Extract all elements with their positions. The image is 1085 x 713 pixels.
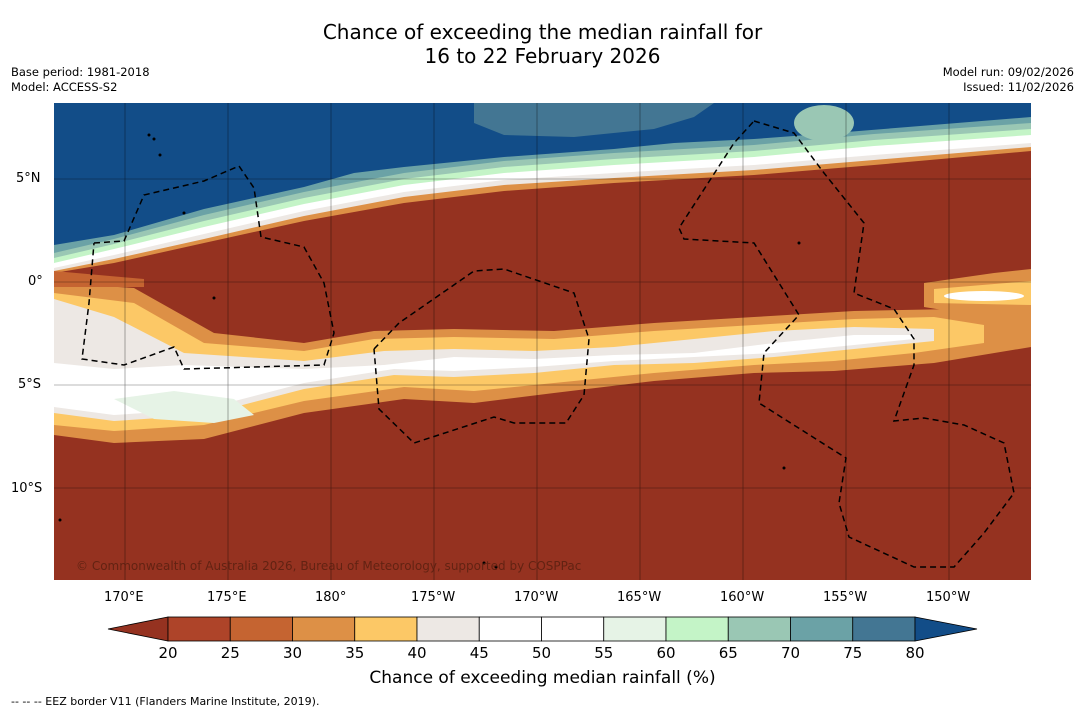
colorbar-tick-label: 50 xyxy=(532,644,551,662)
colorbar-segment xyxy=(292,616,356,642)
colorbar-segment xyxy=(478,616,542,642)
colorbar-tick-label: 25 xyxy=(221,644,240,662)
chart-title: Chance of exceeding the median rainfall … xyxy=(0,20,1085,68)
model-run: Model run: 09/02/2026 xyxy=(942,65,1074,79)
colorbar-segment xyxy=(852,616,916,642)
meta-right: Model run: 09/02/2026 Issued: 11/02/2026 xyxy=(943,65,1074,95)
colorbar-tick-label: 75 xyxy=(843,644,862,662)
east-equator-white xyxy=(944,291,1024,301)
colorbar-tick-label: 40 xyxy=(407,644,426,662)
south-band-white xyxy=(54,335,914,415)
east-equator-strip xyxy=(54,271,144,287)
colorbar-segment xyxy=(665,616,729,642)
colorbar-segment xyxy=(416,616,480,642)
north-band-blue xyxy=(54,103,1031,245)
rainfall-map: © Commonwealth of Australia 2026, Bureau… xyxy=(54,103,1031,580)
lon-label-180: 180° xyxy=(315,590,347,605)
colorbar-segment xyxy=(354,616,418,642)
lat-label-10s: 10°S xyxy=(11,481,43,496)
eez-borders xyxy=(81,120,1015,568)
colorbar-tick-label: 60 xyxy=(656,644,675,662)
colorbar-tick-label: 35 xyxy=(345,644,364,662)
colorbar-tick-label: 80 xyxy=(905,644,924,662)
copyright: © Commonwealth of Australia 2026, Bureau… xyxy=(76,559,581,573)
title-line-2: 16 to 22 February 2026 xyxy=(424,44,661,68)
islands xyxy=(58,133,801,569)
colorbar-tick-label: 20 xyxy=(158,644,177,662)
south-patch-greenish xyxy=(114,391,254,423)
meta-left: Base period: 1981-2018 Model: ACCESS-S2 xyxy=(11,65,150,95)
lon-label-175e: 175°E xyxy=(207,590,247,605)
colorbar-segment xyxy=(603,616,667,642)
model-name: Model: ACCESS-S2 xyxy=(11,80,118,94)
lon-label-150w: 150°W xyxy=(926,590,971,605)
eez-footnote: -- -- -- EEZ border V11 (Flanders Marine… xyxy=(11,695,320,708)
colorbar-label: Chance of exceeding median rainfall (%) xyxy=(369,668,716,688)
lat-label-5s: 5°S xyxy=(18,377,42,392)
colorbar-tick-label: 70 xyxy=(781,644,800,662)
lon-label-175w: 175°W xyxy=(411,590,456,605)
lon-label-170e: 170°E xyxy=(104,590,144,605)
colorbar-tick-label: 65 xyxy=(719,644,738,662)
colorbar-tick-label: 55 xyxy=(594,644,613,662)
colorbar-segment xyxy=(167,616,231,642)
north-patch-green xyxy=(794,105,854,141)
north-patch-teal xyxy=(474,103,714,137)
graticule xyxy=(54,103,1031,580)
lon-label-155w: 155°W xyxy=(823,590,868,605)
lat-label-5n: 5°N xyxy=(16,171,41,186)
colorbar-segment xyxy=(541,616,605,642)
lon-label-165w: 165°W xyxy=(617,590,662,605)
colorbar-extend-low xyxy=(107,616,169,642)
colorbar-extend-high xyxy=(914,616,978,642)
colorbar-segment xyxy=(727,616,791,642)
colorbar-tick-label: 30 xyxy=(283,644,302,662)
lon-label-160w: 160°W xyxy=(720,590,765,605)
colorbar-segment xyxy=(790,616,854,642)
colorbar-segment xyxy=(229,616,293,642)
title-line-1: Chance of exceeding the median rainfall … xyxy=(322,20,763,44)
lat-label-0: 0° xyxy=(28,274,43,289)
lon-label-170w: 170°W xyxy=(514,590,559,605)
base-period: Base period: 1981-2018 xyxy=(11,65,150,79)
colorbar-tick-label: 45 xyxy=(470,644,489,662)
issued-date: Issued: 11/02/2026 xyxy=(963,80,1074,94)
